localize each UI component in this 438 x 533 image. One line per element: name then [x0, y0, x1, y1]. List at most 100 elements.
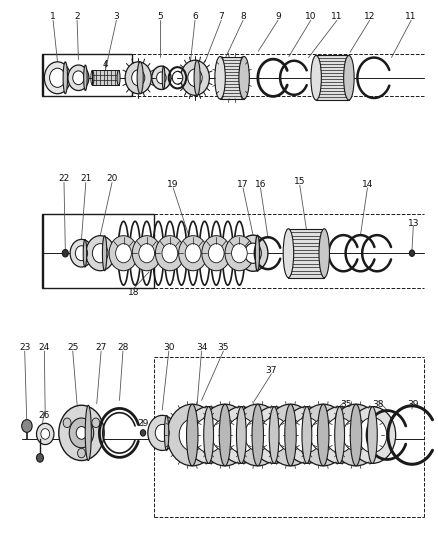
Circle shape	[233, 404, 283, 466]
Ellipse shape	[311, 55, 321, 100]
Text: 10: 10	[305, 12, 316, 21]
Ellipse shape	[285, 404, 296, 466]
Circle shape	[155, 424, 169, 441]
Text: 11: 11	[405, 12, 417, 21]
Ellipse shape	[255, 235, 260, 271]
Circle shape	[75, 246, 88, 261]
Ellipse shape	[63, 62, 67, 94]
Circle shape	[245, 243, 261, 263]
Text: 21: 21	[80, 174, 92, 183]
Ellipse shape	[84, 65, 87, 91]
Circle shape	[92, 418, 100, 427]
Ellipse shape	[85, 405, 92, 461]
Circle shape	[132, 70, 145, 86]
Ellipse shape	[350, 404, 362, 466]
Text: 25: 25	[67, 343, 78, 352]
Circle shape	[44, 62, 71, 94]
Circle shape	[68, 65, 89, 91]
Circle shape	[116, 244, 131, 263]
Circle shape	[76, 426, 87, 439]
Circle shape	[92, 244, 108, 263]
Text: 18: 18	[128, 287, 140, 296]
Text: 8: 8	[240, 12, 246, 21]
Circle shape	[132, 236, 161, 271]
Ellipse shape	[215, 56, 225, 99]
Ellipse shape	[318, 404, 329, 466]
Ellipse shape	[319, 229, 329, 278]
Circle shape	[36, 454, 43, 462]
Circle shape	[41, 429, 49, 439]
Bar	[220, 56, 244, 99]
Circle shape	[208, 244, 224, 263]
Text: 38: 38	[373, 400, 384, 409]
Circle shape	[218, 407, 265, 463]
Text: 3: 3	[113, 12, 119, 21]
Ellipse shape	[194, 60, 200, 95]
Ellipse shape	[252, 404, 264, 466]
Circle shape	[155, 236, 184, 271]
Text: 35: 35	[340, 400, 351, 409]
Circle shape	[358, 417, 387, 453]
Text: 36: 36	[222, 433, 233, 442]
Ellipse shape	[204, 407, 214, 463]
Text: 28: 28	[117, 343, 129, 352]
Circle shape	[21, 419, 32, 432]
Circle shape	[298, 404, 349, 466]
Circle shape	[185, 244, 201, 263]
Text: 19: 19	[167, 180, 179, 189]
Text: 14: 14	[362, 180, 373, 189]
Circle shape	[73, 71, 84, 85]
Circle shape	[148, 415, 177, 450]
Circle shape	[188, 69, 202, 86]
Text: 23: 23	[19, 343, 30, 352]
Circle shape	[179, 419, 205, 451]
Ellipse shape	[269, 407, 279, 463]
Circle shape	[78, 448, 85, 458]
Text: 5: 5	[157, 12, 163, 21]
Circle shape	[141, 430, 146, 436]
Text: 30: 30	[163, 343, 174, 352]
Text: 16: 16	[255, 180, 266, 189]
Ellipse shape	[239, 56, 249, 99]
Circle shape	[251, 407, 297, 463]
Circle shape	[180, 60, 209, 95]
Ellipse shape	[83, 239, 87, 267]
Circle shape	[152, 66, 171, 90]
Circle shape	[156, 72, 166, 84]
Text: 15: 15	[294, 177, 306, 186]
Circle shape	[69, 418, 94, 448]
Circle shape	[316, 407, 363, 463]
Text: 6: 6	[192, 12, 198, 21]
Circle shape	[410, 250, 415, 256]
Circle shape	[185, 407, 232, 463]
Text: 24: 24	[39, 343, 50, 352]
Ellipse shape	[137, 62, 143, 94]
Ellipse shape	[219, 404, 231, 466]
Ellipse shape	[344, 55, 354, 100]
Circle shape	[293, 417, 321, 453]
Circle shape	[194, 417, 223, 453]
Bar	[316, 55, 349, 100]
Text: 37: 37	[265, 366, 277, 375]
Text: 1: 1	[50, 12, 56, 21]
Circle shape	[167, 404, 218, 466]
Ellipse shape	[237, 407, 246, 463]
Circle shape	[139, 244, 155, 263]
Text: 26: 26	[39, 411, 50, 420]
Ellipse shape	[367, 407, 377, 463]
Bar	[288, 229, 324, 278]
Circle shape	[238, 235, 268, 271]
Circle shape	[212, 419, 238, 451]
Circle shape	[202, 236, 231, 271]
Circle shape	[277, 419, 304, 451]
Text: 11: 11	[331, 12, 343, 21]
Bar	[92, 70, 119, 85]
Circle shape	[63, 418, 71, 427]
Circle shape	[265, 404, 316, 466]
Circle shape	[283, 407, 330, 463]
Text: 27: 27	[95, 343, 107, 352]
Circle shape	[36, 423, 54, 445]
Circle shape	[227, 417, 256, 453]
Ellipse shape	[187, 404, 198, 466]
Text: 35: 35	[218, 343, 229, 352]
